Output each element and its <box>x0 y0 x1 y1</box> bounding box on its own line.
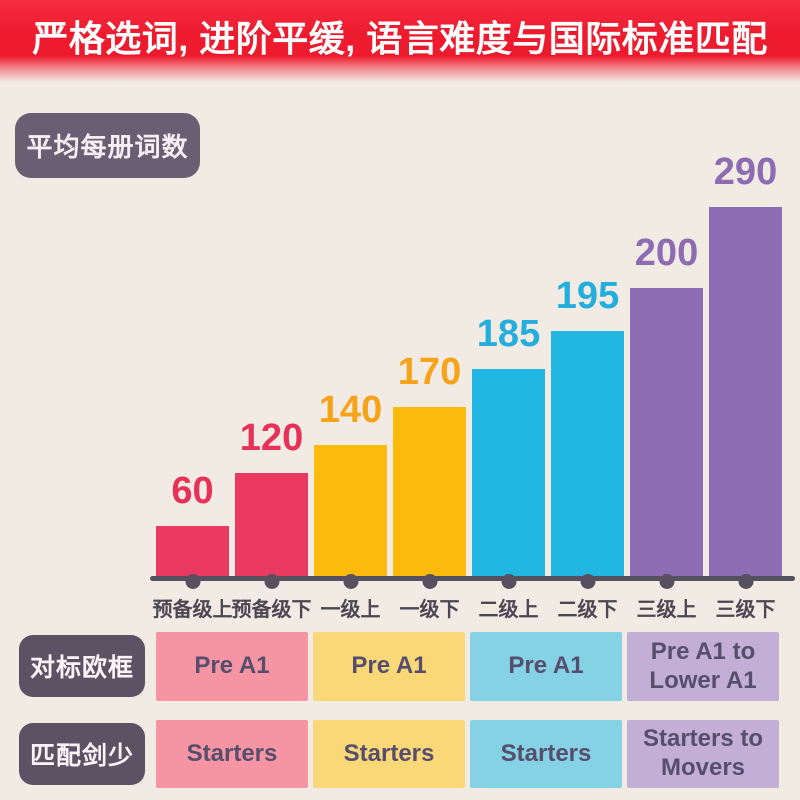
bar-column: 290 <box>709 151 782 589</box>
table-cell: Starters to Movers <box>627 720 779 788</box>
bar-column: 200 <box>630 232 703 589</box>
bar-column: 120 <box>235 417 308 589</box>
x-axis-labels-row: 预备级上 预备级下 一级上 一级下 二级上 二级下 三级上 三级下 <box>153 593 782 622</box>
axis-tick-dot <box>343 574 358 589</box>
axis-tick-dot <box>738 574 753 589</box>
axis-tick-dot <box>264 574 279 589</box>
bar-value-label: 185 <box>476 313 541 355</box>
bar-value-label: 195 <box>555 275 620 317</box>
x-axis-label: 二级下 <box>557 599 618 621</box>
x-axis-line <box>150 576 795 581</box>
table-cell: Starters <box>156 720 308 788</box>
bar <box>156 526 229 580</box>
table-row-badge-cambridge: 匹配剑少 <box>19 723 145 785</box>
x-axis-label-cell: 三级下 <box>709 593 782 622</box>
x-axis-label: 预备级下 <box>231 599 312 621</box>
table-row-badge-label: 匹配剑少 <box>29 742 134 770</box>
x-axis-label: 二级上 <box>478 599 539 621</box>
bar <box>630 288 703 580</box>
x-axis-label: 一级上 <box>320 599 381 621</box>
bars-row: 60 120 140 170 185 195 200 290 <box>156 153 782 589</box>
table-row-badge-label: 对标欧框 <box>29 654 134 682</box>
table-cell: Pre A1 <box>313 632 465 701</box>
x-axis-label-cell: 一级上 <box>314 593 387 622</box>
x-axis-label: 三级上 <box>636 599 697 621</box>
table-cell: Pre A1 <box>470 632 622 701</box>
axis-tick-dot <box>422 574 437 589</box>
x-axis-label-cell: 二级上 <box>472 593 545 622</box>
bar-value-label: 200 <box>634 232 699 274</box>
banner-title: 严格选词, 进阶平缓, 语言难度与国际标准匹配 <box>32 18 768 59</box>
x-axis-label-cell: 一级下 <box>393 593 466 622</box>
x-axis-label: 一级下 <box>399 599 460 621</box>
x-axis-label-cell: 三级上 <box>630 593 703 622</box>
bar <box>314 445 387 580</box>
chart-title-badge: 平均每册词数 <box>15 113 200 178</box>
table-cell: Pre A1 to Lower A1 <box>627 632 779 701</box>
bar-column: 170 <box>393 351 466 589</box>
bar <box>551 331 624 580</box>
bar-column: 185 <box>472 313 545 589</box>
bar-column: 60 <box>156 470 229 589</box>
table-row-cambridge: Starters Starters Starters Starters to Move… <box>156 720 779 788</box>
x-axis-label: 三级下 <box>715 599 776 621</box>
bar-column: 140 <box>314 389 387 589</box>
chart-title-label: 平均每册词数 <box>26 132 189 162</box>
axis-tick-dot <box>580 574 595 589</box>
table-cell: Starters <box>470 720 622 788</box>
bar <box>235 473 308 580</box>
bar-value-label: 140 <box>318 389 383 431</box>
bar-value-label: 170 <box>397 351 462 393</box>
bar <box>393 407 466 580</box>
x-axis-label-cell: 预备级上 <box>153 593 233 622</box>
table-row-badge-cefr: 对标欧框 <box>19 635 145 697</box>
x-axis-label: 预备级上 <box>152 599 233 621</box>
bar-chart: 60 120 140 170 185 195 200 290 预备级上 预备级下 一级上 一级下 二级… <box>150 153 795 622</box>
table-row-cefr: Pre A1 Pre A1 Pre A1 Pre A1 to Lower A1 <box>156 632 779 701</box>
x-axis-label-cell: 预备级下 <box>232 593 312 622</box>
bar-value-label: 60 <box>171 470 214 512</box>
bar <box>709 207 782 580</box>
table-cell: Pre A1 <box>156 632 308 701</box>
table-cell: Starters <box>313 720 465 788</box>
axis-tick-dot <box>659 574 674 589</box>
header-banner: 严格选词, 进阶平缓, 语言难度与国际标准匹配 <box>0 0 800 84</box>
bar-column: 195 <box>551 275 624 589</box>
axis-tick-dot <box>185 574 200 589</box>
bar-value-label: 120 <box>239 417 304 459</box>
x-axis-label-cell: 二级下 <box>551 593 624 622</box>
bar <box>472 369 545 580</box>
bar-value-label: 290 <box>713 151 778 193</box>
axis-tick-dot <box>501 574 516 589</box>
